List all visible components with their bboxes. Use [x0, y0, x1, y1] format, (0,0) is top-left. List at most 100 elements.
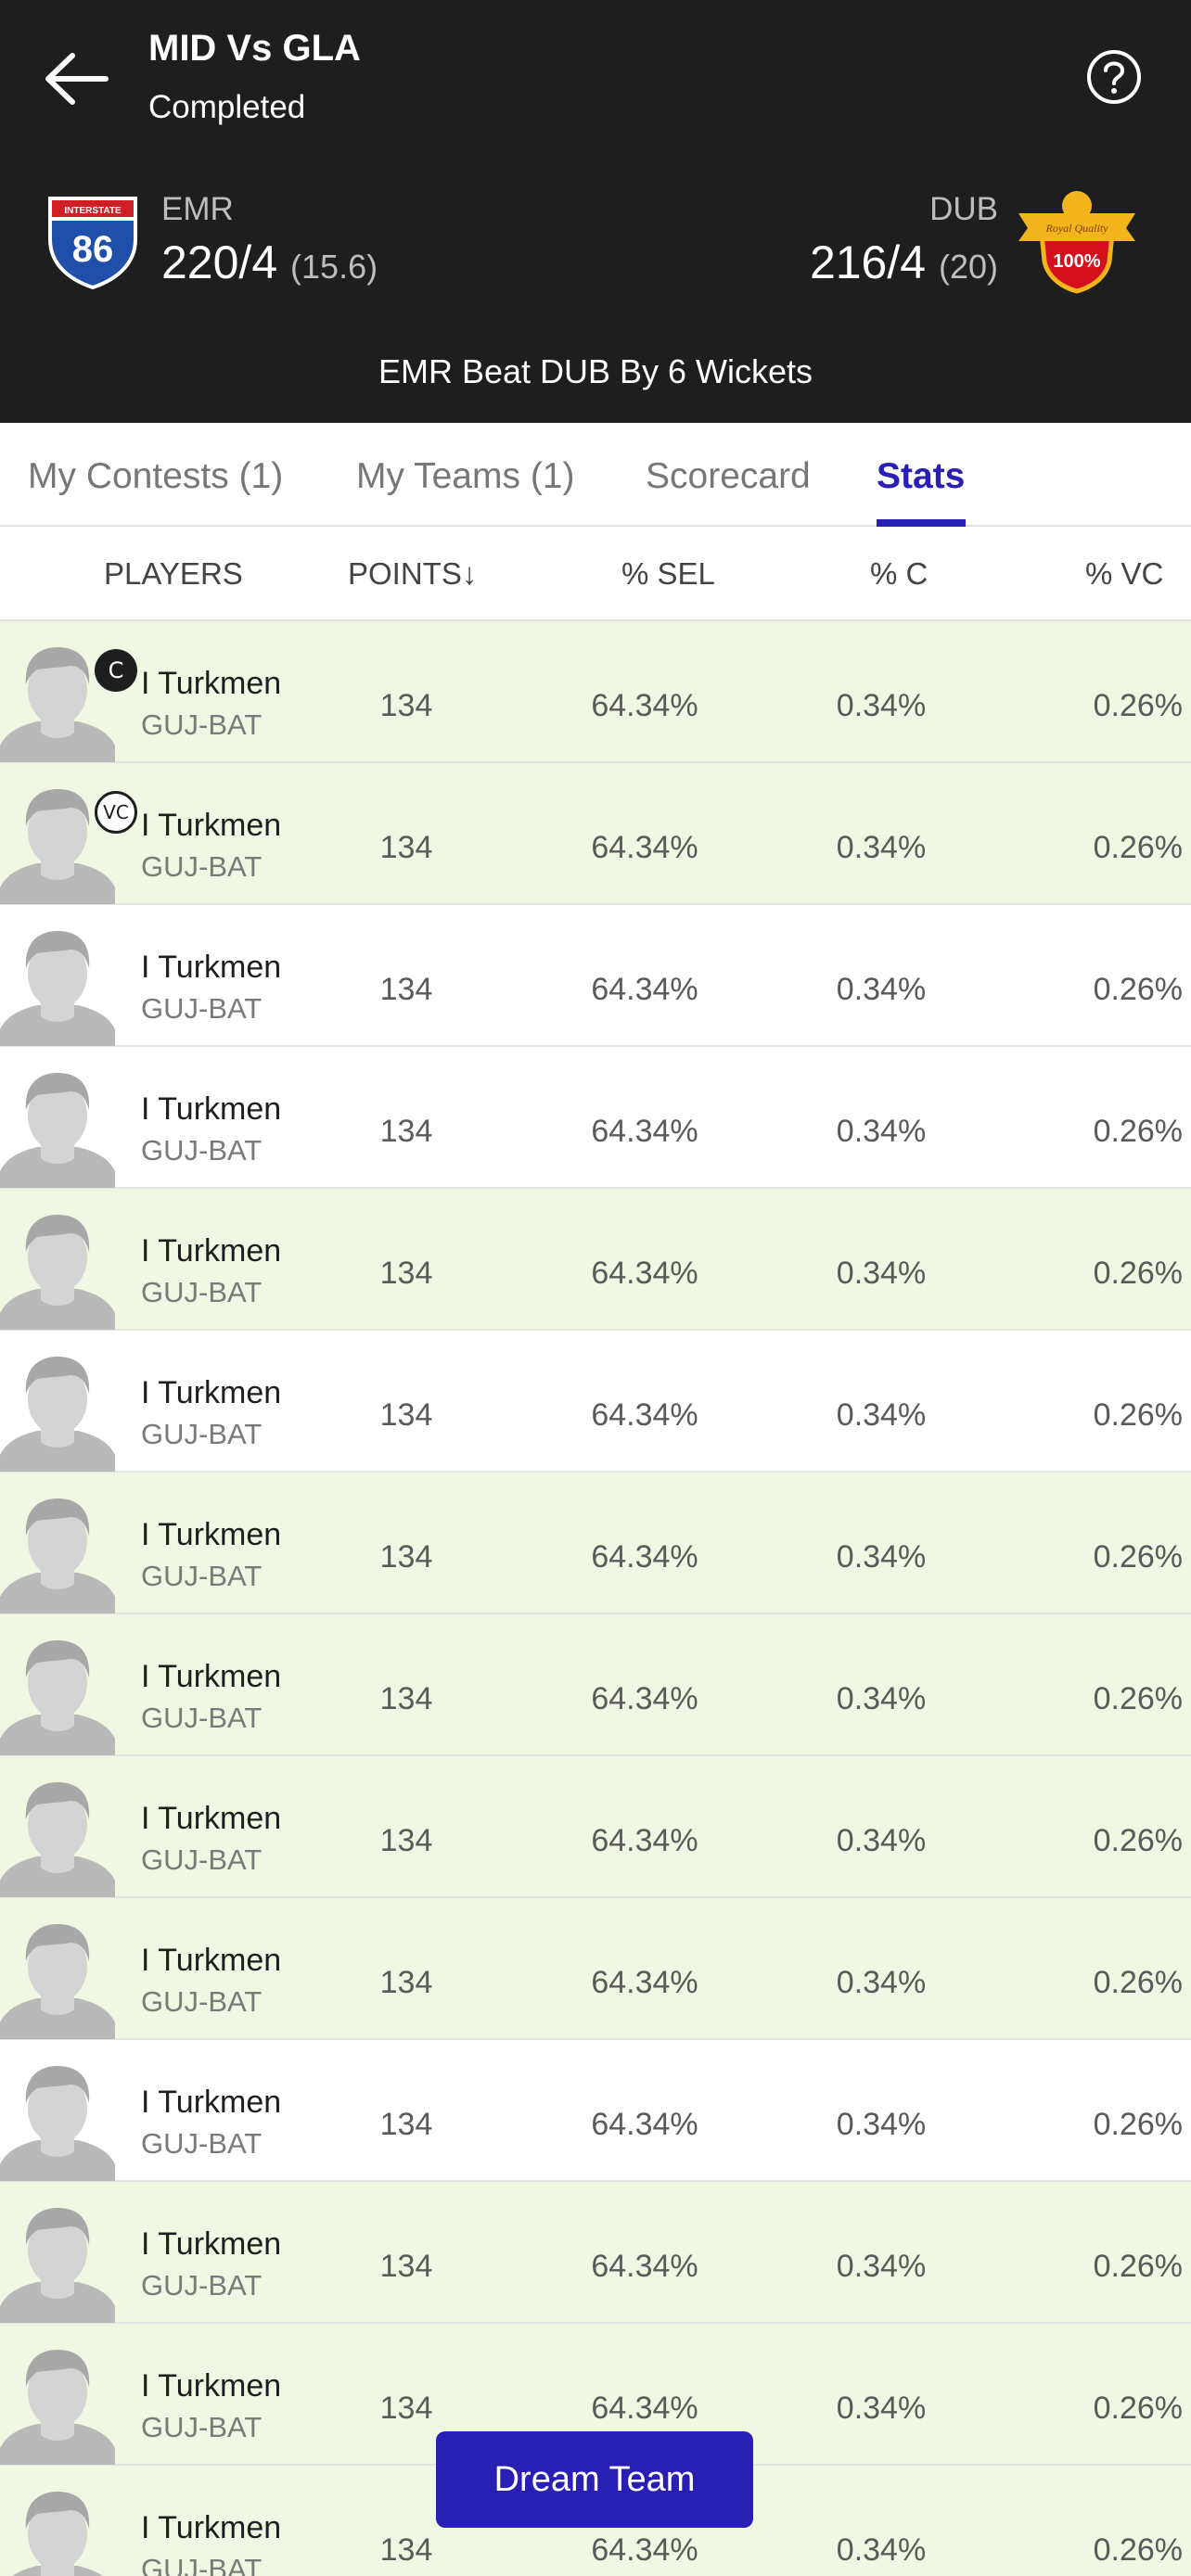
- player-vc-percent: 0.26%: [1093, 2391, 1183, 2426]
- player-sel-percent: 64.34%: [591, 972, 698, 1007]
- player-team: GUJ-BAT: [141, 1560, 263, 1592]
- tab-my-teams[interactable]: My Teams (1): [356, 456, 575, 496]
- player-row[interactable]: C I Turkmen GUJ-BAT 134 64.34% 0.34% 0.2…: [0, 621, 1191, 763]
- column-sel[interactable]: % SEL: [621, 556, 715, 591]
- team-right-runs: 216/4: [809, 236, 927, 288]
- player-sel-percent: 64.34%: [591, 830, 698, 865]
- player-vc-percent: 0.26%: [1093, 1256, 1183, 1291]
- player-row[interactable]: I Turkmen GUJ-BAT 134 64.34% 0.34% 0.26%: [0, 2182, 1191, 2324]
- player-avatar-icon: [0, 1924, 115, 2039]
- player-row[interactable]: I Turkmen GUJ-BAT 134 64.34% 0.34% 0.26%: [0, 1473, 1191, 1614]
- player-row[interactable]: I Turkmen GUJ-BAT 134 64.34% 0.34% 0.26%: [0, 1047, 1191, 1189]
- player-row[interactable]: I Turkmen GUJ-BAT 134 64.34% 0.34% 0.26%: [0, 1189, 1191, 1331]
- player-row[interactable]: I Turkmen GUJ-BAT 134 64.34% 0.34% 0.26%: [0, 1331, 1191, 1473]
- player-name: I Turkmen: [141, 1517, 282, 1552]
- player-vc-percent: 0.26%: [1093, 1114, 1183, 1149]
- help-button[interactable]: [1085, 48, 1143, 106]
- player-sel-percent: 64.34%: [591, 1965, 698, 2000]
- dream-team-button[interactable]: Dream Team: [436, 2431, 753, 2528]
- match-result: EMR Beat DUB By 6 Wickets: [378, 352, 813, 390]
- tab-scorecard[interactable]: Scorecard: [646, 456, 811, 496]
- team-left-overs: (15.6): [290, 248, 378, 286]
- player-name: I Turkmen: [141, 2226, 282, 2262]
- player-sel-percent: 64.34%: [591, 688, 698, 723]
- player-vc-percent: 0.26%: [1093, 1681, 1183, 1716]
- player-avatar-icon: [0, 2208, 115, 2323]
- player-avatar-icon: [0, 1357, 115, 1472]
- player-c-percent: 0.34%: [836, 830, 927, 865]
- player-row[interactable]: I Turkmen GUJ-BAT 134 64.34% 0.34% 0.26%: [0, 1614, 1191, 1756]
- team-left-runs: 220/4: [161, 236, 278, 288]
- logo-banner-text: Royal Quality: [1045, 222, 1109, 235]
- player-c-percent: 0.34%: [836, 2249, 927, 2284]
- player-avatar-icon: [12, 2492, 103, 2576]
- player-avatar-icon: [0, 1073, 115, 1188]
- player-team: GUJ-BAT: [141, 1843, 263, 1876]
- player-name: I Turkmen: [141, 1091, 282, 1127]
- team-logo-emr: INTERSTATE 86: [45, 185, 141, 290]
- column-captain[interactable]: % C: [870, 556, 928, 591]
- logo-banner-text: INTERSTATE: [64, 206, 122, 216]
- active-tab-indicator: [877, 519, 966, 527]
- match-status: Completed: [148, 89, 306, 125]
- player-team: GUJ-BAT: [141, 1276, 263, 1308]
- player-sel-percent: 64.34%: [591, 1256, 698, 1291]
- player-vc-percent: 0.26%: [1093, 2107, 1183, 2142]
- player-row[interactable]: I Turkmen GUJ-BAT 134 64.34% 0.34% 0.26%: [0, 905, 1191, 1047]
- player-row[interactable]: VC I Turkmen GUJ-BAT 134 64.34% 0.34% 0.…: [0, 763, 1191, 905]
- player-points: 134: [379, 1823, 433, 1858]
- player-row[interactable]: I Turkmen GUJ-BAT 134 64.34% 0.34% 0.26%: [0, 1756, 1191, 1898]
- player-sel-percent: 64.34%: [591, 1539, 698, 1575]
- player-team: GUJ-BAT: [141, 2411, 263, 2443]
- player-name: I Turkmen: [141, 1659, 282, 1694]
- player-row[interactable]: I Turkmen GUJ-BAT 134 64.34% 0.34% 0.26%: [0, 2040, 1191, 2182]
- player-sel-percent: 64.34%: [591, 1397, 698, 1433]
- player-points: 134: [379, 2391, 433, 2426]
- player-vc-percent: 0.26%: [1093, 1397, 1183, 1433]
- player-points: 134: [379, 1681, 433, 1716]
- column-points-label: POINTS: [348, 556, 462, 591]
- player-points: 134: [379, 830, 433, 865]
- player-sel-percent: 64.34%: [591, 2391, 698, 2426]
- logo-number-text: 100%: [1053, 251, 1100, 272]
- player-avatar-icon: [0, 789, 115, 904]
- stats-column-header: PLAYERS POINTS↓ % SEL % C % VC: [0, 527, 1191, 621]
- player-name: I Turkmen: [141, 2085, 282, 2120]
- player-vc-percent: 0.26%: [1093, 1965, 1183, 2000]
- match-header: MID Vs GLA Completed INTERSTATE 86 EMR 2…: [0, 0, 1191, 423]
- player-vc-percent: 0.26%: [1093, 688, 1183, 723]
- tab-stats[interactable]: Stats: [877, 456, 966, 496]
- column-vice-captain[interactable]: % VC: [1085, 556, 1164, 591]
- arrow-left-icon: [45, 53, 109, 105]
- player-team: GUJ-BAT: [141, 2269, 263, 2302]
- player-points: 134: [379, 1539, 433, 1575]
- player-c-percent: 0.34%: [836, 1539, 927, 1575]
- player-stats-list: C I Turkmen GUJ-BAT 134 64.34% 0.34% 0.2…: [0, 621, 1191, 2576]
- team-left-name: EMR: [161, 191, 234, 227]
- player-name: I Turkmen: [141, 1943, 282, 1978]
- player-name: I Turkmen: [141, 808, 282, 843]
- player-team: GUJ-BAT: [141, 1702, 263, 1734]
- player-c-percent: 0.34%: [836, 1114, 927, 1149]
- player-c-percent: 0.34%: [836, 1965, 927, 2000]
- tab-my-contests[interactable]: My Contests (1): [28, 456, 284, 496]
- player-c-percent: 0.34%: [836, 1397, 927, 1433]
- player-name: I Turkmen: [141, 1375, 282, 1410]
- player-row[interactable]: I Turkmen GUJ-BAT 134 64.34% 0.34% 0.26%: [0, 1898, 1191, 2040]
- team-right-score: 216/4 (20): [810, 236, 998, 289]
- player-sel-percent: 64.34%: [591, 2532, 698, 2568]
- column-players[interactable]: PLAYERS: [104, 556, 243, 591]
- player-team: GUJ-BAT: [141, 850, 263, 883]
- back-button[interactable]: [41, 46, 111, 111]
- player-points: 134: [379, 1965, 433, 2000]
- player-name: I Turkmen: [141, 1801, 282, 1836]
- team-right-overs: (20): [938, 248, 998, 286]
- player-name: I Turkmen: [141, 950, 282, 985]
- player-c-percent: 0.34%: [836, 2532, 927, 2568]
- player-name: I Turkmen: [141, 2510, 282, 2545]
- player-avatar-icon: [0, 1782, 115, 1897]
- player-avatar-icon: [0, 1640, 115, 1755]
- player-sel-percent: 64.34%: [591, 1114, 698, 1149]
- column-points[interactable]: POINTS↓: [348, 556, 477, 592]
- player-sel-percent: 64.34%: [591, 1823, 698, 1858]
